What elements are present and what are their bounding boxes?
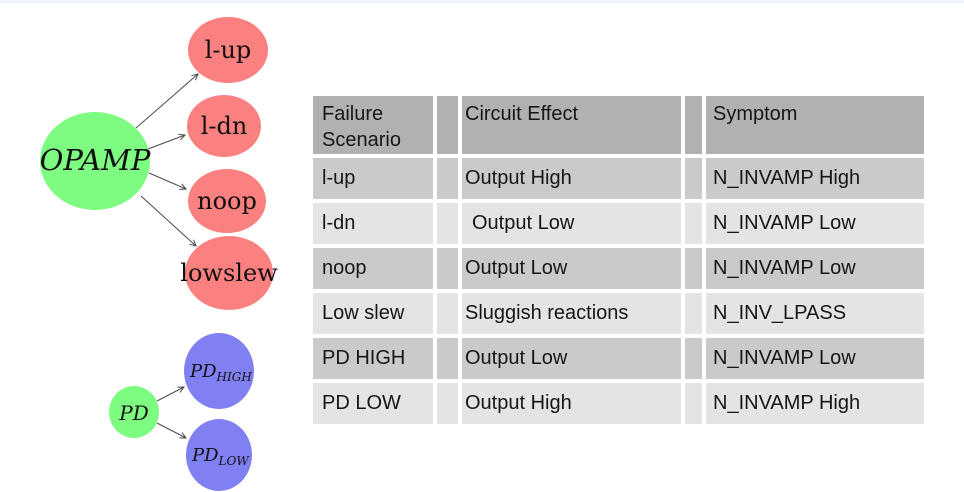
node-noop-label: noop (197, 187, 257, 215)
node-l-up (188, 17, 268, 83)
row-gap (685, 383, 702, 424)
edge-pd-pdlow (156, 422, 187, 439)
failure-scenario-table: Failure Scenario Circuit Effect Symptom … (313, 96, 924, 424)
cell-symptom: N_INVAMP Low (706, 338, 924, 379)
row-gap (437, 158, 458, 199)
header-gap-2 (685, 96, 702, 154)
cell-failure: PD HIGH (313, 338, 433, 379)
cell-effect: Output Low (462, 248, 681, 289)
node-l-dn-label: l-dn (201, 112, 248, 140)
row-gap (437, 203, 458, 244)
cell-effect: Output Low (462, 203, 681, 244)
cell-effect: Output High (462, 158, 681, 199)
node-pd-label: PD (118, 401, 149, 425)
cell-symptom: N_INV_LPASS (706, 293, 924, 334)
row-gap (437, 383, 458, 424)
node-lowslew-label: lowslew (180, 259, 278, 287)
cell-symptom: N_INVAMP Low (706, 248, 924, 289)
row-gap (685, 248, 702, 289)
slide-top-edge (0, 0, 964, 3)
node-l-up-label: l-up (205, 36, 252, 64)
col-header-symptom: Symptom (706, 96, 924, 154)
col-header-failure-scenario: Failure Scenario (313, 96, 433, 154)
cell-symptom: N_INVAMP High (706, 158, 924, 199)
fault-tree-diagram: OPAMP l-up l-dn noop lowslew PD PDHIGH P… (40, 17, 278, 491)
node-noop (188, 169, 266, 233)
cell-failure: PD LOW (313, 383, 433, 424)
node-lowslew (185, 236, 273, 310)
node-pd-low-label: PDLOW (191, 445, 250, 468)
cell-effect: Sluggish reactions (462, 293, 681, 334)
row-gap (437, 248, 458, 289)
cell-effect: Output Low (462, 338, 681, 379)
row-gap (685, 203, 702, 244)
node-pd (109, 386, 159, 438)
cell-failure: l-dn (313, 203, 433, 244)
col-header-circuit-effect: Circuit Effect (462, 96, 681, 154)
edge-opamp-lowslew (140, 195, 197, 247)
node-opamp (40, 112, 150, 210)
cell-symptom: N_INVAMP High (706, 383, 924, 424)
cell-effect: Output High (462, 383, 681, 424)
edge-opamp-lup (135, 73, 199, 129)
header-gap-1 (437, 96, 458, 154)
edge-opamp-ldn (147, 133, 187, 150)
cell-failure: noop (313, 248, 433, 289)
edge-pd-pdhigh (156, 386, 185, 402)
row-gap (685, 158, 702, 199)
edge-opamp-noop (148, 172, 188, 190)
node-pd-high (184, 333, 254, 409)
node-pd-low (186, 419, 252, 491)
row-gap (685, 293, 702, 334)
cell-symptom: N_INVAMP Low (706, 203, 924, 244)
row-gap (685, 338, 702, 379)
row-gap (437, 293, 458, 334)
cell-failure: Low slew (313, 293, 433, 334)
cell-failure: l-up (313, 158, 433, 199)
row-gap (437, 338, 458, 379)
node-pd-high-label: PDHIGH (189, 361, 252, 384)
node-l-dn (187, 95, 261, 157)
node-opamp-label: OPAMP (40, 143, 151, 177)
